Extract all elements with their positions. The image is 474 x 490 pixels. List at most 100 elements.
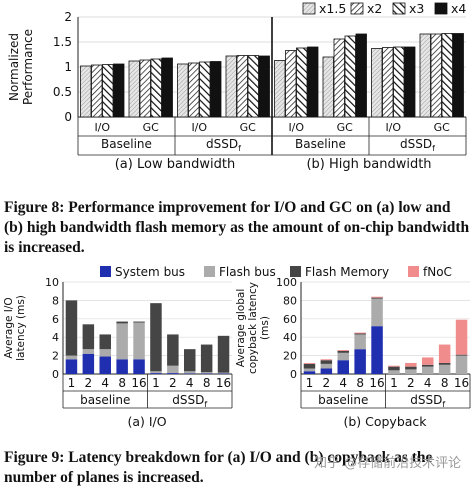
bar-x2 bbox=[236, 55, 248, 118]
y-tick-label: 2 bbox=[64, 10, 72, 24]
bar-segment-flash-memory bbox=[337, 351, 349, 353]
legend-swatch-x3 bbox=[392, 2, 406, 15]
y-tick-label: 20 bbox=[283, 350, 297, 363]
y-tick-label: 0 bbox=[52, 368, 59, 381]
bar-x3 bbox=[150, 58, 162, 118]
y-tick-label: 1 bbox=[64, 60, 72, 74]
bar-x1_5 bbox=[128, 60, 140, 118]
group-label: dSSDf bbox=[206, 137, 241, 153]
bar-x2 bbox=[139, 59, 151, 118]
panel-label: (b) Copyback bbox=[343, 414, 427, 429]
bar-x3 bbox=[247, 55, 259, 118]
plane-tick-label: 4 bbox=[424, 376, 432, 390]
y-tick-label: 0 bbox=[290, 368, 297, 381]
legend-swatch-x4 bbox=[434, 2, 448, 15]
bar-segment-fnoc bbox=[455, 319, 468, 355]
bar-segment-system-bus bbox=[303, 371, 316, 374]
plane-tick-label: 8 bbox=[356, 376, 364, 390]
group-label: dSSDf bbox=[410, 393, 445, 409]
bar-x3 bbox=[393, 46, 405, 118]
plane-tick-label: 8 bbox=[203, 376, 211, 390]
plane-tick-label: 16 bbox=[131, 376, 146, 390]
op-label: GC bbox=[240, 121, 257, 134]
bar-segment-flash-memory bbox=[422, 364, 434, 367]
bar-x1_5 bbox=[371, 48, 383, 118]
bar-segment-flash-bus bbox=[150, 371, 162, 374]
bar-x4 bbox=[452, 33, 464, 118]
bar-segment-flash-memory bbox=[65, 300, 78, 356]
bar-segment-flash-memory bbox=[388, 366, 400, 371]
plane-tick-label: 4 bbox=[101, 376, 109, 390]
bar-segment-flash-bus bbox=[422, 366, 434, 374]
plane-tick-label: 4 bbox=[339, 376, 347, 390]
legend-label: x3 bbox=[409, 1, 424, 16]
bar-segment-flash-bus bbox=[133, 322, 145, 360]
bar-segment-flash-bus bbox=[116, 323, 128, 360]
bar-segment-flash-memory bbox=[303, 363, 316, 369]
legend-swatch-x1_5 bbox=[302, 2, 316, 15]
bar-segment-flash-memory bbox=[371, 297, 383, 299]
legend-label: fNoC bbox=[423, 265, 452, 279]
bar-x2 bbox=[188, 62, 200, 118]
plane-tick-label: 16 bbox=[454, 376, 469, 390]
bar-segment-system-bus bbox=[133, 359, 145, 374]
bar-segment-fnoc bbox=[337, 350, 349, 351]
bar-segment-flash-bus bbox=[167, 365, 179, 374]
plane-tick-label: 2 bbox=[85, 376, 93, 390]
bar-segment-flash-bus bbox=[388, 370, 400, 374]
y-tick-label: 8 bbox=[52, 294, 59, 307]
bar-segment-system-bus bbox=[99, 356, 111, 374]
bar-x4 bbox=[258, 55, 270, 118]
plane-tick-label: 1 bbox=[68, 376, 76, 390]
bar-x3 bbox=[296, 47, 308, 118]
bar-x1_5 bbox=[177, 63, 189, 118]
bar-segment-system-bus bbox=[167, 373, 179, 374]
bar-segment-system-bus bbox=[320, 368, 333, 374]
y-tick-label: 60 bbox=[283, 313, 297, 326]
legend-label: System bus bbox=[115, 265, 185, 279]
group-label: dSSDf bbox=[172, 393, 207, 409]
bar-segment-flash-memory bbox=[438, 362, 451, 365]
bar-segment-flash-bus bbox=[217, 372, 230, 374]
y-tick-label: 6 bbox=[52, 313, 59, 326]
legend-label: x4 bbox=[451, 1, 466, 16]
y-tick-label: 0.5 bbox=[53, 85, 72, 99]
bar-segment-system-bus bbox=[354, 349, 366, 374]
op-label: I/O bbox=[288, 121, 304, 134]
bar-segment-flash-bus bbox=[320, 363, 333, 369]
bar-segment-fnoc bbox=[388, 365, 400, 367]
legend-swatch-flash-bus bbox=[204, 266, 215, 277]
op-label: GC bbox=[337, 121, 354, 134]
y-tick-label: 2 bbox=[52, 350, 59, 363]
bar-x3 bbox=[441, 33, 453, 118]
bar-segment-flash-bus bbox=[405, 369, 417, 374]
bar-segment-flash-memory bbox=[200, 344, 213, 373]
y-axis-label: NormalizedPerformance bbox=[7, 29, 35, 105]
bar-segment-flash-bus bbox=[337, 352, 349, 361]
bar-x1_5 bbox=[225, 55, 237, 118]
y-tick-label: 1.5 bbox=[53, 35, 72, 49]
bar-segment-flash-bus bbox=[303, 368, 316, 372]
bar-segment-fnoc bbox=[354, 332, 366, 334]
figure-9-chart: System bus Flash bus Flash Memory fNoC02468… bbox=[3, 265, 471, 429]
op-label: GC bbox=[143, 121, 160, 134]
y-tick-label: 4 bbox=[52, 331, 59, 344]
y-tick-label: 100 bbox=[276, 276, 297, 289]
bar-segment-flash-bus bbox=[354, 334, 366, 350]
plane-tick-label: 2 bbox=[407, 376, 415, 390]
figure-8-chart: 0 0.5 1 1.5 2 NormalizedPerformance I/O GC I/O GC… bbox=[7, 1, 467, 172]
bar-segment-flash-memory bbox=[116, 321, 128, 324]
y-tick-label: 0 bbox=[64, 110, 72, 124]
group-label: baseline bbox=[80, 393, 130, 407]
bar-segment-fnoc bbox=[422, 357, 434, 365]
legend-label: x2 bbox=[367, 1, 382, 16]
bar-x3 bbox=[344, 35, 356, 118]
group-label: baseline bbox=[318, 393, 368, 407]
bar-segment-flash-bus bbox=[65, 355, 78, 360]
bar-segment-flash-memory bbox=[133, 321, 145, 323]
bar-x1_5 bbox=[80, 65, 92, 118]
bar-x1_5 bbox=[274, 60, 286, 118]
bar-x4 bbox=[113, 63, 125, 118]
bar-x1_5 bbox=[419, 33, 431, 118]
bar-segment-flash-bus bbox=[99, 349, 111, 357]
